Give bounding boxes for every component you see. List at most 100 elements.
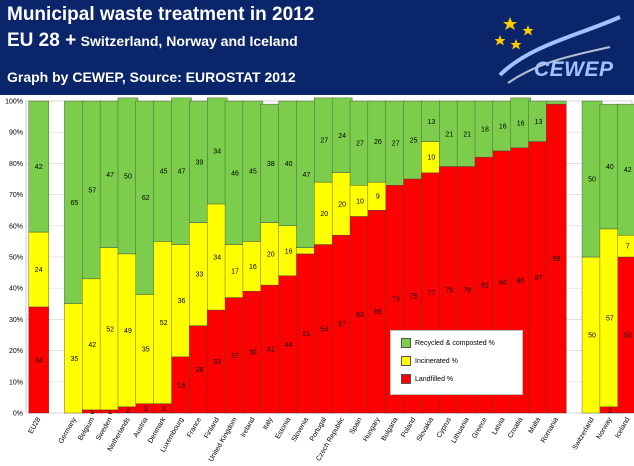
data-label: 35 <box>71 356 79 363</box>
x-tick-label: EU28 <box>28 416 43 435</box>
data-label: 10 <box>356 198 364 205</box>
data-label: 13 <box>428 119 436 126</box>
data-label: 7 <box>626 244 630 251</box>
data-label: 28 <box>195 367 203 374</box>
data-label: 42 <box>35 164 43 171</box>
x-tick-label: Italy <box>262 416 275 431</box>
data-label: 50 <box>588 333 596 340</box>
data-label: 49 <box>124 328 132 335</box>
data-label: 75 <box>410 294 418 301</box>
legend-item-landfilled: Landfilled % <box>401 374 453 384</box>
y-tick-label: 80% <box>9 161 23 168</box>
data-label: 16 <box>517 120 525 127</box>
x-tick-label: Sweden <box>95 416 114 441</box>
data-label: 57 <box>88 187 96 194</box>
data-label: 34 <box>35 357 43 364</box>
data-label: 73 <box>392 297 400 304</box>
x-tick-label: Greece <box>471 416 489 439</box>
data-label: 63 <box>356 312 364 319</box>
bar-segment <box>546 100 567 105</box>
data-label: 65 <box>71 200 79 207</box>
data-label: 65 <box>374 309 382 316</box>
x-tick-label: Latvia <box>491 416 506 436</box>
data-label: 52 <box>160 320 168 327</box>
data-label: 27 <box>392 141 400 148</box>
legend-label-incinerated: Incinerated % <box>415 357 458 365</box>
chart-title: Municipal waste treatment in 2012 <box>7 4 315 25</box>
data-label: 45 <box>249 169 257 176</box>
data-label: 50 <box>588 177 596 184</box>
data-label: 27 <box>356 141 364 148</box>
y-tick-label: 60% <box>9 223 23 230</box>
data-label: 42 <box>88 342 96 349</box>
title-countries: Switzerland, Norway and Iceland <box>80 33 298 49</box>
x-tick-label: Croatia <box>507 416 524 439</box>
data-label: 47 <box>178 169 186 176</box>
data-label: 18 <box>481 127 489 134</box>
legend-swatch-incinerated <box>401 356 411 366</box>
data-label: 17 <box>231 269 239 276</box>
x-tick-label: Estonia <box>275 416 293 440</box>
data-label: 85 <box>517 278 525 285</box>
data-label: 99 <box>552 256 560 263</box>
data-label: 16 <box>249 264 257 271</box>
data-label: 82 <box>481 283 489 290</box>
data-label: 62 <box>142 195 150 202</box>
x-tick-label: Slovakia <box>416 416 435 443</box>
data-label: 33 <box>213 359 221 366</box>
data-label: 1 <box>108 409 112 416</box>
x-tick-label: Finland <box>203 416 221 439</box>
bar-segment <box>296 247 317 255</box>
x-tick-label: Belgium <box>77 416 96 442</box>
data-label: 21 <box>445 131 453 138</box>
data-label: 10 <box>428 155 436 162</box>
x-tick-label: Lithuania <box>451 416 471 444</box>
x-tick-label: Bulgaria <box>381 416 400 442</box>
chart-title-line2: EU 28 + Switzerland, Norway and Iceland <box>7 30 298 52</box>
data-label: 34 <box>213 148 221 155</box>
data-label: 20 <box>320 211 328 218</box>
cewep-logo-icon <box>494 15 621 84</box>
data-label: 27 <box>320 138 328 145</box>
title-eu28: EU 28 + <box>7 30 77 51</box>
chart-legend: Recycled & composted % Incinerated % Lan… <box>390 330 523 395</box>
data-label: 20 <box>338 201 346 208</box>
y-tick-label: 90% <box>9 130 23 137</box>
data-label: 40 <box>285 161 293 168</box>
data-label: 2 <box>608 407 612 414</box>
data-label: 45 <box>160 169 168 176</box>
data-label: 87 <box>535 275 543 282</box>
data-label: 57 <box>606 315 614 322</box>
data-label: 1 <box>90 409 94 416</box>
data-label: 44 <box>285 342 293 349</box>
x-tick-label: Austria <box>133 416 150 438</box>
legend-swatch-recycled <box>401 338 411 348</box>
x-tick-label: Switzerland <box>572 416 596 451</box>
x-tick-label: Portugal <box>309 416 328 442</box>
y-tick-label: 10% <box>9 379 23 386</box>
data-label: 38 <box>267 161 275 168</box>
cewep-logo-text: CEWEP <box>534 58 614 81</box>
header-banner: Municipal waste treatment in 2012 EU 28 … <box>0 0 634 95</box>
data-label: 35 <box>142 347 150 354</box>
data-label: 46 <box>231 170 239 177</box>
data-label: 33 <box>195 272 203 279</box>
data-label: 79 <box>445 287 453 294</box>
data-label: 25 <box>410 138 418 145</box>
data-label: 79 <box>463 287 471 294</box>
bar-segment <box>617 103 634 236</box>
data-label: 24 <box>338 133 346 140</box>
data-label: 52 <box>106 326 114 333</box>
data-label: 16 <box>285 248 293 255</box>
data-label: 50 <box>124 173 132 180</box>
data-label: 47 <box>303 172 311 179</box>
legend-label-recycled: Recycled & composted % <box>415 339 495 347</box>
data-label: 34 <box>213 255 221 262</box>
y-tick-label: 20% <box>9 348 23 355</box>
data-label: 51 <box>303 331 311 338</box>
data-label: 36 <box>178 298 186 305</box>
data-label: 50 <box>624 333 632 340</box>
data-label: 18 <box>178 382 186 389</box>
y-tick-label: 50% <box>9 255 23 262</box>
data-label: 9 <box>376 194 380 201</box>
